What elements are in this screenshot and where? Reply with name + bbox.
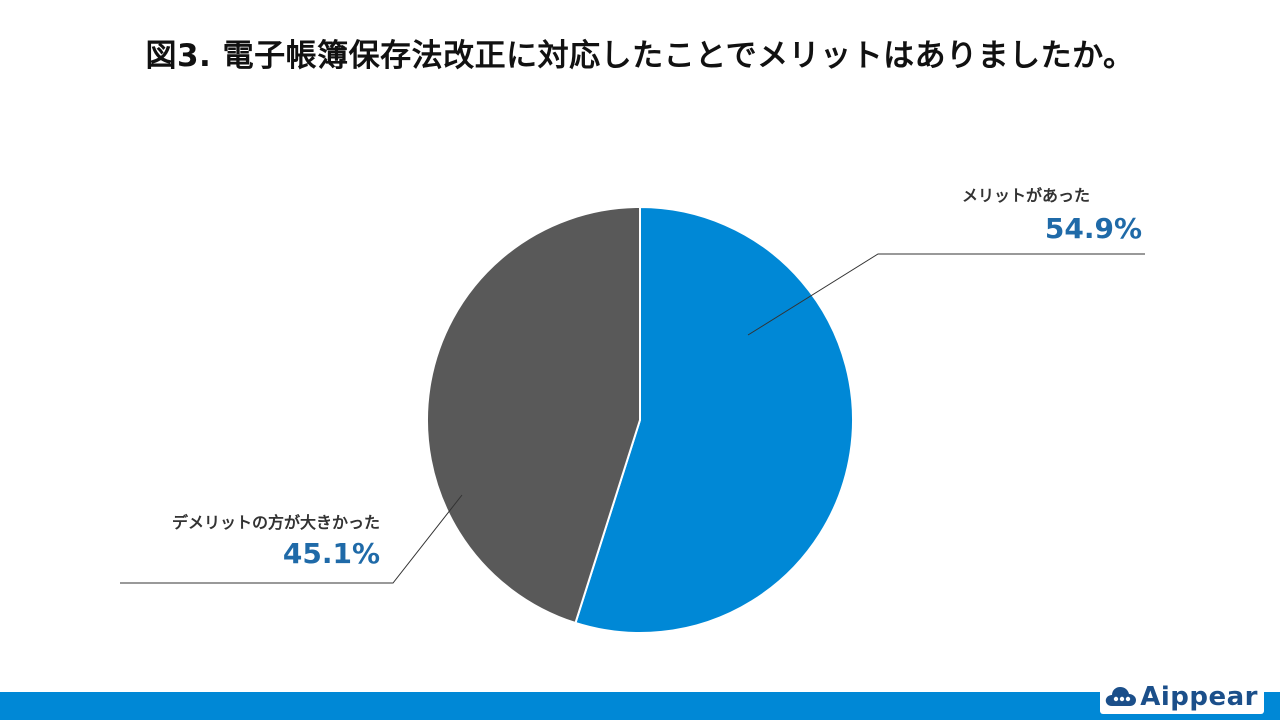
- cloud-icon: [1105, 687, 1137, 706]
- chart-title: 図3. 電子帳簿保存法改正に対応したことでメリットはありましたか。: [145, 38, 1135, 74]
- slice-value-2: 45.1%: [283, 537, 380, 570]
- logo-text: Aippear: [1140, 682, 1258, 712]
- footer-bar: [0, 692, 1280, 720]
- brand-logo: Aippear: [1100, 680, 1264, 714]
- slice-value-1: 54.9%: [1045, 212, 1142, 245]
- pie-slice-2: [426, 205, 641, 625]
- pie-slice-1: [574, 205, 854, 634]
- slice-label-1: メリットがあった: [962, 186, 1090, 205]
- leader-line-1: [747, 253, 1145, 336]
- leader-line-2: [120, 494, 463, 584]
- slice-label-2: デメリットの方が大きかった: [172, 513, 380, 532]
